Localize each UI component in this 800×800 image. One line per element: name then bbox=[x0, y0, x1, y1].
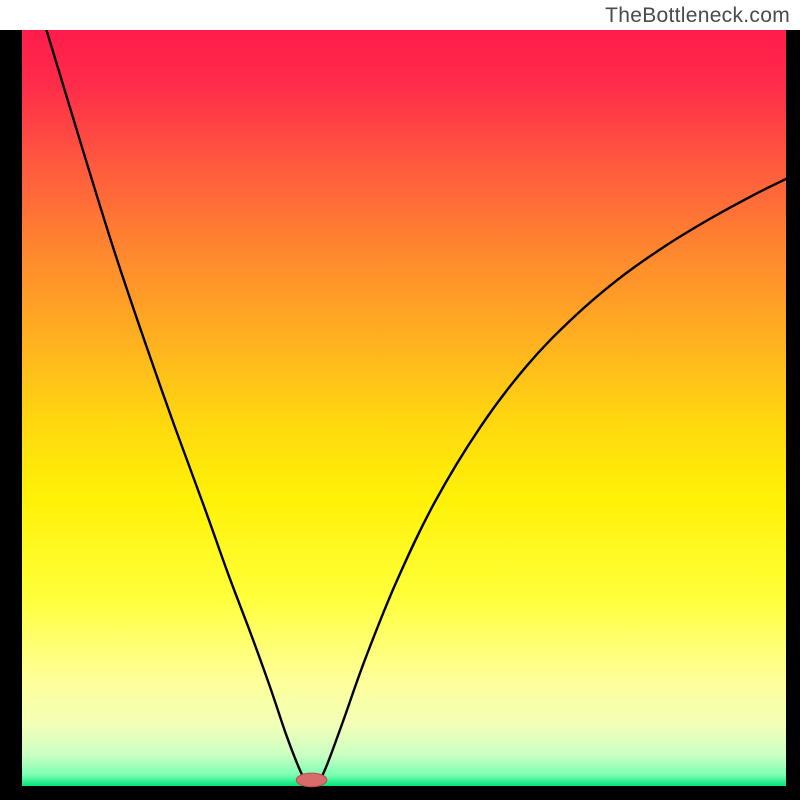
chart-background bbox=[22, 30, 786, 786]
bottleneck-chart bbox=[0, 0, 800, 800]
optimal-marker bbox=[296, 773, 327, 787]
chart-container: TheBottleneck.com bbox=[0, 0, 800, 800]
watermark-text: TheBottleneck.com bbox=[605, 4, 790, 28]
